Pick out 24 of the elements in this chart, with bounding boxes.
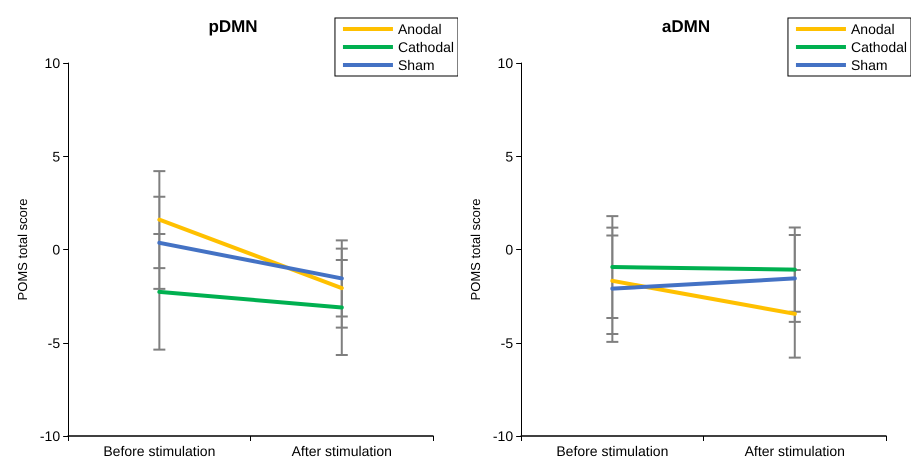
- y-tick-label: -10: [492, 428, 514, 444]
- x-tick-label: After stimulation: [292, 443, 392, 459]
- x-tick-label: After stimulation: [744, 443, 845, 459]
- y-tick-label: -5: [48, 334, 60, 351]
- y-tick-label: 0: [505, 242, 514, 258]
- legend-label: Anodal: [850, 21, 895, 37]
- y-tick-label: 10: [498, 55, 514, 71]
- y-tick-label: 5: [52, 148, 60, 164]
- legend-label: Cathodal: [398, 39, 454, 55]
- y-tick-label: 10: [44, 55, 60, 71]
- y-tick-label: 0: [52, 242, 60, 258]
- y-tick-label: 5: [505, 148, 514, 164]
- chart-title: aDMN: [662, 17, 710, 36]
- y-axis-title: POMS total score: [468, 198, 483, 300]
- x-tick-label: Before stimulation: [556, 443, 668, 459]
- y-tick-label: -5: [500, 334, 514, 351]
- chart-title: pDMN: [208, 17, 258, 36]
- y-axis-title: POMS total score: [15, 198, 30, 300]
- legend-label: Cathodal: [850, 39, 908, 55]
- legend-label: Sham: [850, 57, 888, 73]
- x-tick-label: Before stimulation: [103, 443, 216, 459]
- y-tick-label: -10: [40, 428, 60, 444]
- legend-label: Anodal: [398, 21, 442, 37]
- legend-label: Sham: [398, 57, 435, 73]
